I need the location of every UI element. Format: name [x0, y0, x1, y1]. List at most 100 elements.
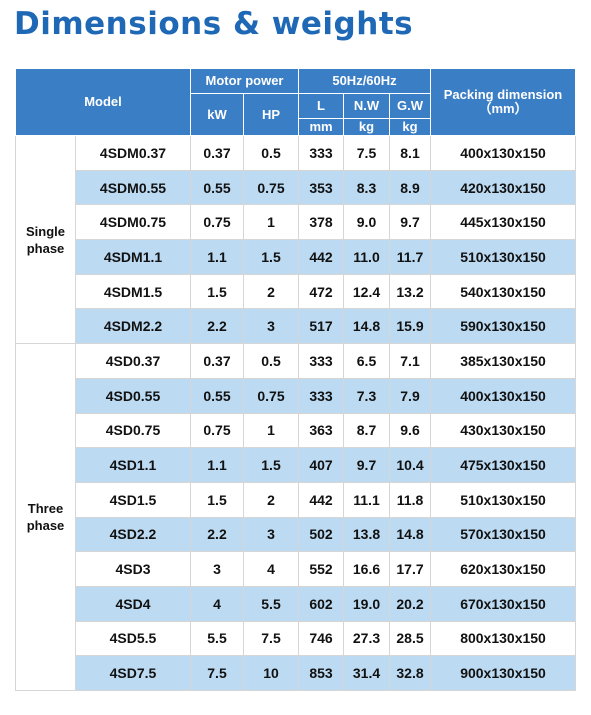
value-cell: 14.8 — [388, 516, 432, 553]
value-cell: 20.2 — [388, 585, 432, 622]
table-row: 4SD5.5 5.5 7.5 746 27.3 28.5 800x130x150 — [16, 620, 577, 657]
value-cell: 10.4 — [388, 447, 432, 483]
value-cell: 4 — [243, 551, 299, 587]
value-cell: 9.6 — [388, 412, 432, 449]
value-cell: 400x130x150 — [430, 377, 577, 414]
value-cell: 472 — [298, 273, 344, 310]
value-cell: 853 — [298, 655, 344, 691]
table-row: 4SD3 3 4 552 16.6 17.7 620x130x150 — [16, 551, 577, 587]
value-cell: 333 — [298, 343, 344, 379]
value-cell: 0.75 — [190, 204, 244, 241]
model-cell: 4SD3 — [75, 551, 191, 587]
value-cell: 1.1 — [190, 239, 244, 275]
value-cell: 5.5 — [190, 620, 244, 657]
table-row: 4SD0.75 0.75 1 363 8.7 9.6 430x130x150 — [16, 412, 577, 449]
table-row: 4SDM1.5 1.5 2 472 12.4 13.2 540x130x150 — [16, 273, 577, 310]
value-cell: 0.75 — [243, 377, 299, 414]
table-row: 4SD1.5 1.5 2 442 11.1 11.8 510x130x150 — [16, 481, 577, 518]
value-cell: 540x130x150 — [430, 273, 577, 310]
value-cell: 9.7 — [343, 447, 390, 483]
value-cell: 3 — [243, 516, 299, 553]
table-row: 4SDM1.1 1.1 1.5 442 11.0 11.7 510x130x150 — [16, 239, 577, 275]
value-cell: 14.8 — [343, 308, 390, 345]
value-cell: 407 — [298, 447, 344, 483]
header-unit: kg — [388, 118, 432, 136]
model-cell: 4SD7.5 — [75, 655, 191, 691]
table-row: 4SD7.5 7.5 10 853 31.4 32.8 900x130x150 — [16, 655, 577, 691]
value-cell: 5.5 — [243, 585, 299, 622]
value-cell: 2 — [243, 273, 299, 310]
value-cell: 0.55 — [190, 377, 244, 414]
header-cell: HP — [243, 93, 299, 136]
table-row: 4SDM2.2 2.2 3 517 14.8 15.9 590x130x150 — [16, 308, 577, 345]
model-cell: 4SDM0.75 — [75, 204, 191, 241]
model-cell: 4SD0.55 — [75, 377, 191, 414]
table-row: 4SD0.55 0.55 0.75 333 7.3 7.9 400x130x150 — [16, 377, 577, 414]
table-row: 4SD1.1 1.1 1.5 407 9.7 10.4 475x130x150 — [16, 447, 577, 483]
value-cell: 445x130x150 — [430, 204, 577, 241]
value-cell: 15.9 — [388, 308, 432, 345]
value-cell: 0.37 — [190, 343, 244, 379]
title: Dimensions & weights — [14, 6, 414, 42]
value-cell: 11.0 — [343, 239, 390, 275]
model-cell: 4SDM1.1 — [75, 239, 191, 275]
value-cell: 7.1 — [388, 343, 432, 379]
value-cell: 4 — [190, 585, 244, 622]
value-cell: 6.5 — [343, 343, 390, 379]
value-cell: 420x130x150 — [430, 169, 577, 206]
value-cell: 602 — [298, 585, 344, 622]
table-header: Model Motor power 50Hz/60Hz Packing dime… — [15, 68, 577, 136]
value-cell: 11.8 — [388, 481, 432, 518]
value-cell: 0.75 — [190, 412, 244, 449]
model-cell: 4SDM1.5 — [75, 273, 191, 310]
value-cell: 7.5 — [243, 620, 299, 657]
value-cell: 333 — [298, 377, 344, 414]
value-cell: 31.4 — [343, 655, 390, 691]
value-cell: 32.8 — [388, 655, 432, 691]
value-cell: 590x130x150 — [430, 308, 577, 345]
value-cell: 1 — [243, 204, 299, 241]
value-cell: 900x130x150 — [430, 655, 577, 691]
value-cell: 3 — [243, 308, 299, 345]
value-cell: 800x130x150 — [430, 620, 577, 657]
value-cell: 670x130x150 — [430, 585, 577, 622]
model-cell: 4SD0.75 — [75, 412, 191, 449]
value-cell: 10 — [243, 655, 299, 691]
value-cell: 13.8 — [343, 516, 390, 553]
value-cell: 27.3 — [343, 620, 390, 657]
header-cell: Model — [15, 68, 191, 136]
header-unit: mm — [298, 118, 344, 136]
value-cell: 19.0 — [343, 585, 390, 622]
header-cell: L — [298, 93, 344, 119]
value-cell: 2.2 — [190, 516, 244, 553]
header-cell: 50Hz/60Hz — [297, 68, 432, 94]
value-cell: 333 — [298, 135, 344, 171]
value-cell: 9.7 — [388, 204, 432, 241]
spec-table: Model Motor power 50Hz/60Hz Packing dime… — [15, 68, 577, 691]
header-cell: Motor power — [190, 68, 299, 94]
value-cell: 7.5 — [190, 655, 244, 691]
value-cell: 28.5 — [388, 620, 432, 657]
value-cell: 746 — [298, 620, 344, 657]
value-cell: 7.3 — [343, 377, 390, 414]
value-cell: 502 — [298, 516, 344, 553]
value-cell: 1 — [243, 412, 299, 449]
table-row: Single phase 4SDM0.37 0.37 0.5 333 7.5 8.1 400x… — [15, 134, 577, 345]
value-cell: 510x130x150 — [430, 239, 577, 275]
value-cell: 510x130x150 — [430, 481, 577, 518]
value-cell: 11.7 — [388, 239, 432, 275]
model-cell: 4SD1.5 — [75, 481, 191, 518]
value-cell: 0.75 — [243, 169, 299, 206]
table-row: Three phase 4SD0.37 0.37 0.5 333 6.5 7.1 385x13… — [15, 343, 577, 691]
value-cell: 475x130x150 — [430, 447, 577, 483]
model-cell: 4SD4 — [75, 585, 191, 622]
phase-cell: Single phase — [15, 134, 76, 345]
header-cell: Packing dimension （mm） — [430, 68, 577, 136]
header-unit: （mm） — [478, 101, 528, 116]
value-cell: 17.7 — [388, 551, 432, 587]
model-cell: 4SDM2.2 — [75, 308, 191, 345]
value-cell: 7.5 — [343, 135, 390, 171]
value-cell: 353 — [298, 169, 344, 206]
value-cell: 11.1 — [343, 481, 390, 518]
value-cell: 8.7 — [343, 412, 390, 449]
